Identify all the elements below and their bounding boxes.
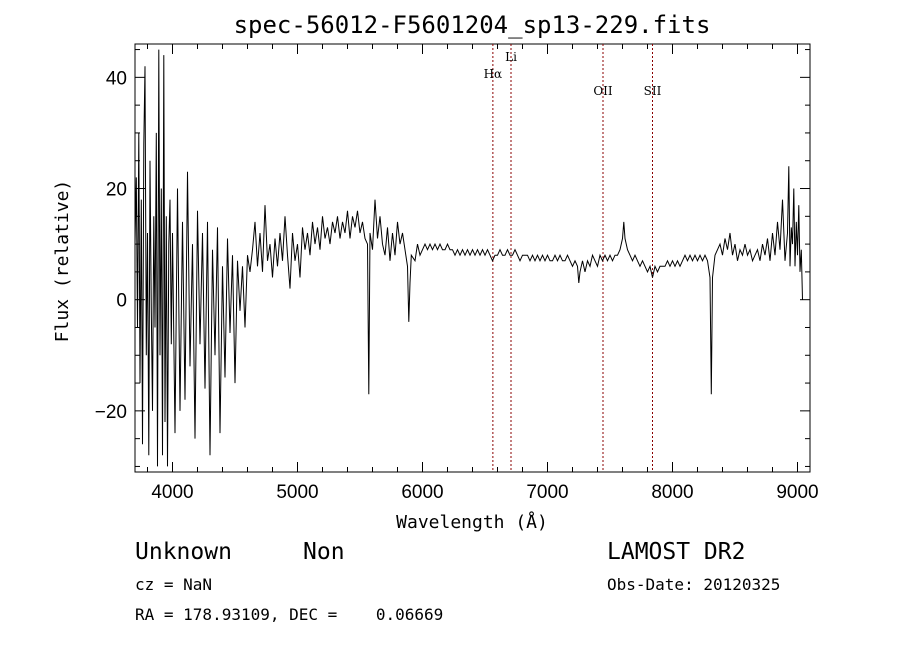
sky-coordinates: RA = 178.93109, DEC = 0.06669	[135, 605, 443, 624]
object-subclass: Non	[303, 539, 345, 565]
chart-title: spec-56012-F5601204_sp13-229.fits	[234, 11, 711, 39]
x-tick-label: 4000	[151, 482, 193, 503]
y-tick-label: 0	[116, 291, 127, 312]
redshift-cz: cz = NaN	[135, 575, 212, 594]
marker-label-0: Hα	[484, 67, 503, 81]
spectrum-line	[134, 49, 803, 467]
axis-ticks: 4000 5000 6000 7000 8000 9000 −20 0 20 40	[95, 44, 819, 503]
x-tick-label: 5000	[276, 482, 318, 503]
y-tick-label: 40	[106, 68, 127, 89]
x-tick-label: 9000	[776, 482, 818, 503]
survey-name: LAMOST DR2	[607, 539, 745, 565]
y-tick-label: −20	[95, 402, 127, 423]
y-tick-label: 20	[106, 180, 127, 201]
marker-label-3: SII	[644, 84, 662, 98]
marker-label-2: OII	[593, 84, 613, 98]
x-tick-label: 7000	[526, 482, 568, 503]
object-class: Unknown	[135, 539, 232, 565]
observation-date: Obs-Date: 20120325	[607, 575, 780, 594]
x-tick-label: 8000	[651, 482, 693, 503]
x-tick-label: 6000	[401, 482, 443, 503]
marker-label-1: Li	[505, 50, 517, 64]
y-axis-label: Flux (relative)	[52, 180, 73, 343]
plot-frame	[134, 43, 811, 473]
x-axis-label: Wavelength (Å)	[396, 511, 548, 533]
